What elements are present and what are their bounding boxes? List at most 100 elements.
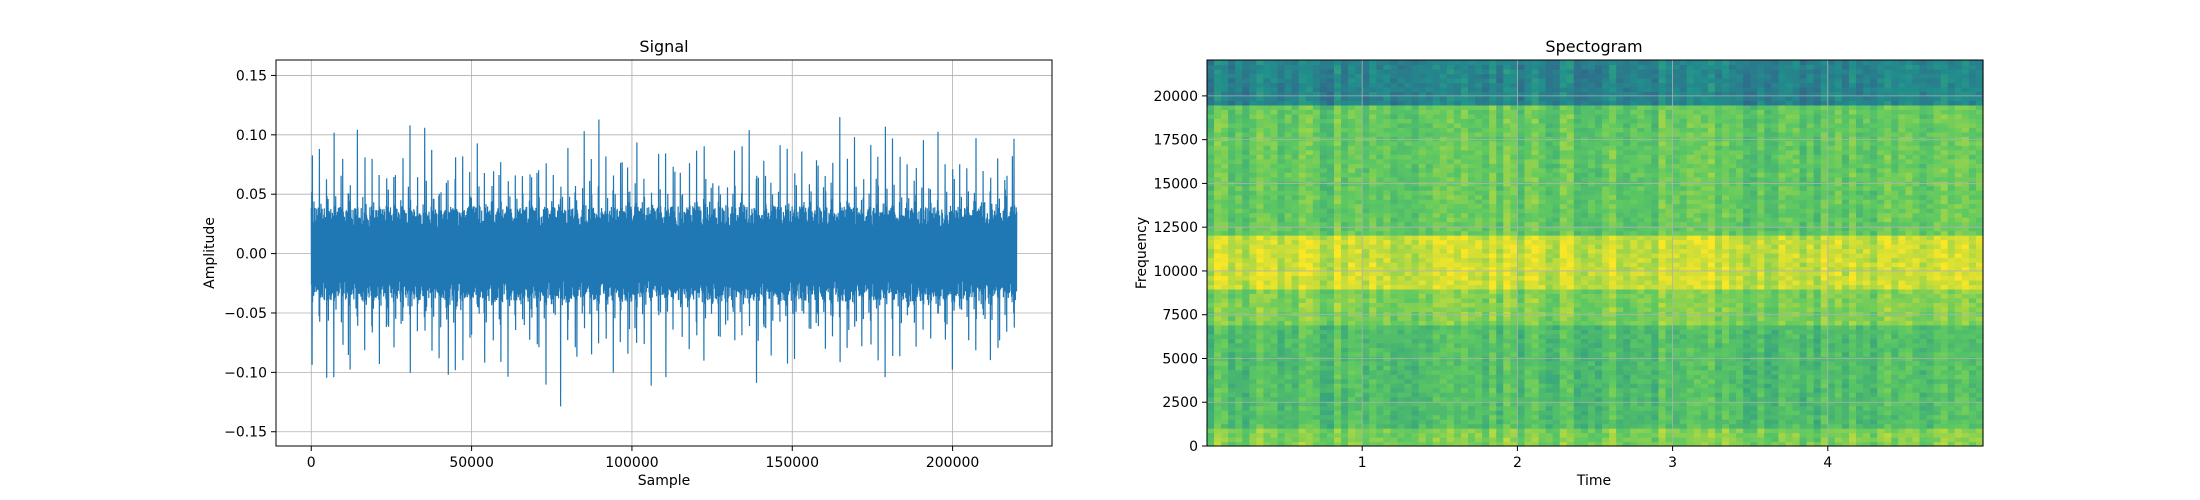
signal-y-tick-label: 0.15 bbox=[236, 68, 267, 84]
spectrogram-cell bbox=[1411, 293, 1420, 299]
spectrogram-cell bbox=[1446, 365, 1455, 371]
spectrogram-cell bbox=[1214, 212, 1222, 218]
spectrogram-cell bbox=[1453, 360, 1462, 366]
spectrogram-cell bbox=[1468, 100, 1476, 106]
spectrogram-cell bbox=[1453, 136, 1462, 142]
spectrogram-cell bbox=[1580, 68, 1589, 75]
spectrogram-cell bbox=[1517, 333, 1526, 339]
spectrogram-cell bbox=[1326, 104, 1335, 110]
spectrogram-cell bbox=[1411, 109, 1420, 115]
spectrogram-cell bbox=[1468, 163, 1476, 169]
spectrogram-cell bbox=[1355, 131, 1363, 137]
spectrogram-cell bbox=[1489, 374, 1497, 380]
spectrogram-cell bbox=[1270, 257, 1279, 263]
spectrogram-cell bbox=[1552, 140, 1561, 146]
spectrogram-cell bbox=[1545, 140, 1554, 146]
spectrogram-cell bbox=[1362, 320, 1370, 326]
spectrogram-cell bbox=[1489, 190, 1497, 196]
spectrogram-cell bbox=[1411, 405, 1420, 411]
spectrogram-cell bbox=[1468, 347, 1476, 353]
spectrogram-cell bbox=[1397, 432, 1406, 438]
spectrogram-cell bbox=[1411, 154, 1420, 160]
spectrogram-cell bbox=[1355, 60, 1363, 66]
spectrogram-cell bbox=[1326, 387, 1335, 393]
spectrogram-cell bbox=[1489, 275, 1497, 281]
spectrogram-cell bbox=[1291, 109, 1300, 115]
spectrogram-cell bbox=[1545, 333, 1554, 339]
spectrogram-cell bbox=[1425, 118, 1434, 124]
spectrogram-cell bbox=[1249, 190, 1257, 196]
spectrogram-cell bbox=[1531, 226, 1540, 232]
spectrogram-cell bbox=[1460, 91, 1469, 97]
spectrogram-cell bbox=[1263, 306, 1272, 312]
spectrogram-cell bbox=[1411, 91, 1420, 97]
spectrogram-cell bbox=[1221, 172, 1229, 178]
spectrogram-cell bbox=[1277, 302, 1286, 308]
spectrogram-cell bbox=[1609, 244, 1617, 250]
spectrogram-cell bbox=[1468, 378, 1476, 384]
spectrogram-cell bbox=[1376, 320, 1384, 326]
spectrogram-cell bbox=[1432, 60, 1441, 66]
spectrogram-cell bbox=[1559, 279, 1568, 286]
spectrogram-cell bbox=[1524, 275, 1533, 281]
spectrogram-cell bbox=[1221, 275, 1229, 281]
spectrogram-cell bbox=[1496, 73, 1504, 79]
spectrogram-cell bbox=[1404, 217, 1413, 223]
spectrogram-cell bbox=[1333, 383, 1342, 389]
spectrogram-cell bbox=[1475, 127, 1483, 133]
spectrogram-cell bbox=[1362, 203, 1370, 209]
spectrogram-cell bbox=[1496, 266, 1504, 272]
spectrogram-cell bbox=[1341, 95, 1349, 101]
spectrogram-cell bbox=[1531, 64, 1540, 70]
spectrogram-cell bbox=[1319, 203, 1328, 209]
spectrogram-cell bbox=[1439, 212, 1448, 218]
spectrogram-cell bbox=[1341, 288, 1349, 294]
spectrogram-cell bbox=[1446, 208, 1455, 214]
spectrogram-cell bbox=[1376, 396, 1384, 402]
spectrogram-cell bbox=[1362, 437, 1370, 443]
spectrogram-cell bbox=[1263, 410, 1272, 416]
spectrogram-cell bbox=[1580, 185, 1589, 191]
spectrogram-cell bbox=[1284, 203, 1293, 209]
spectrogram-cell bbox=[1298, 244, 1307, 250]
spectrogram-cell bbox=[1263, 266, 1272, 272]
spectrogram-cell bbox=[1566, 145, 1575, 151]
spectrogram-cell bbox=[1256, 131, 1265, 137]
spectrogram-cell bbox=[1545, 338, 1554, 344]
spectrogram-cell bbox=[1580, 176, 1589, 182]
spectrogram-cell bbox=[1333, 338, 1342, 344]
spectrogram-cell bbox=[1341, 324, 1349, 330]
spectrogram-cell bbox=[1552, 257, 1561, 263]
spectrogram-cell bbox=[1355, 248, 1363, 254]
spectrogram-cell bbox=[1609, 302, 1617, 308]
spectrogram-cell bbox=[1453, 253, 1462, 259]
spectrogram-cell bbox=[1256, 374, 1265, 380]
spectrogram-cell bbox=[1404, 131, 1413, 137]
spectrogram-cell bbox=[1341, 266, 1349, 272]
spectrogram-cell bbox=[1312, 374, 1321, 380]
spectrogram-cell bbox=[1242, 414, 1250, 420]
spectrogram-cell bbox=[1333, 275, 1342, 281]
spectrogram-cell bbox=[1595, 167, 1603, 173]
spectrogram-cell bbox=[1397, 230, 1406, 236]
spectrogram-cell bbox=[1595, 383, 1603, 389]
spectrogram-cell bbox=[1489, 203, 1497, 209]
spectrogram-cell bbox=[1587, 145, 1596, 151]
spectrogram-cell bbox=[1404, 306, 1413, 312]
spectrogram-cell bbox=[1587, 423, 1596, 429]
spectrogram-cell bbox=[1383, 226, 1392, 232]
spectrogram-cell bbox=[1256, 365, 1265, 371]
spectrogram-cell bbox=[1418, 235, 1427, 241]
spectrogram-cell bbox=[1489, 136, 1497, 142]
spectrogram-cell bbox=[1510, 410, 1518, 416]
spectrogram-cell bbox=[1270, 311, 1279, 317]
spectrogram-cell bbox=[1362, 77, 1370, 84]
spectrogram-cell bbox=[1552, 194, 1561, 200]
spectrogram-cell bbox=[1221, 136, 1229, 142]
spectrogram-cell bbox=[1355, 154, 1363, 160]
spectrogram-cell bbox=[1326, 383, 1335, 389]
spectrogram-cell bbox=[1312, 311, 1321, 317]
spectrogram-cell bbox=[1573, 176, 1582, 182]
spectrogram-cell bbox=[1503, 82, 1511, 88]
spectrogram-cell bbox=[1228, 127, 1236, 133]
